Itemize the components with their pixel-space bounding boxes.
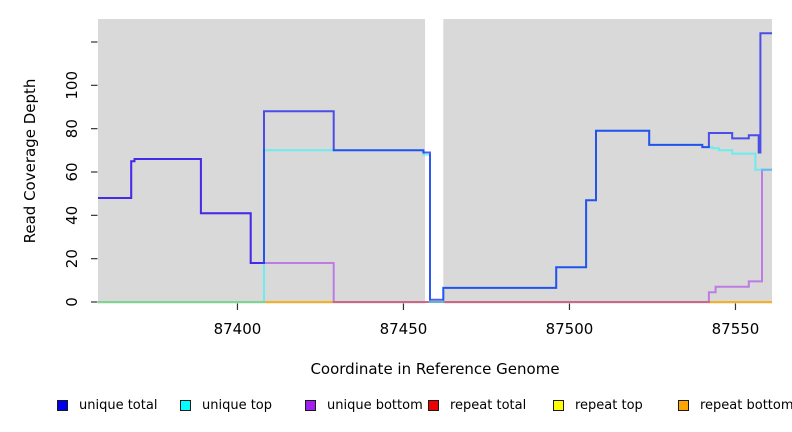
x-tick-label: 87450 bbox=[380, 320, 428, 338]
plot-panel-1 bbox=[98, 19, 426, 304]
legend-label: unique top bbox=[202, 397, 273, 413]
series-unique-total bbox=[98, 32, 772, 301]
legend-swatch-icon bbox=[180, 399, 191, 411]
legend-item-repeat-top: repeat top bbox=[553, 396, 643, 414]
legend-swatch-icon bbox=[553, 399, 564, 411]
y-axis-title: Read Coverage Depth bbox=[21, 78, 39, 244]
legend-label: unique bottom bbox=[327, 397, 423, 413]
legend-label: repeat top bbox=[575, 397, 643, 413]
legend-item-unique-total: unique total bbox=[57, 396, 157, 414]
legend-swatch-icon bbox=[428, 399, 439, 411]
legend-item-repeat-bottom: repeat bottom bbox=[678, 396, 792, 414]
legend-item-unique-top: unique top bbox=[180, 396, 272, 414]
y-tick-label: 60 bbox=[63, 162, 81, 181]
legend-label: repeat total bbox=[450, 397, 527, 413]
legend-swatch-icon bbox=[678, 399, 689, 411]
y-tick-label: 100 bbox=[63, 71, 81, 100]
y-tick-label: 40 bbox=[63, 206, 81, 225]
y-tick-label: 20 bbox=[63, 249, 81, 268]
x-axis-title: Coordinate in Reference Genome bbox=[310, 360, 560, 378]
y-tick-label: 80 bbox=[63, 119, 81, 138]
x-tick-label: 87550 bbox=[712, 320, 760, 338]
legend-label: repeat bottom bbox=[700, 397, 792, 413]
legend: unique total unique top unique bottom repea… bbox=[0, 396, 792, 422]
legend-item-unique-bottom: unique bottom bbox=[305, 396, 423, 414]
legend-swatch-icon bbox=[305, 399, 316, 411]
plot-panel-2 bbox=[443, 19, 772, 304]
legend-swatch-icon bbox=[57, 399, 68, 411]
y-tick-label: 0 bbox=[63, 297, 81, 307]
legend-label: unique total bbox=[79, 397, 158, 413]
x-tick-label: 87400 bbox=[214, 320, 262, 338]
legend-item-repeat-total: repeat total bbox=[428, 396, 526, 414]
x-tick-label: 87500 bbox=[546, 320, 594, 338]
